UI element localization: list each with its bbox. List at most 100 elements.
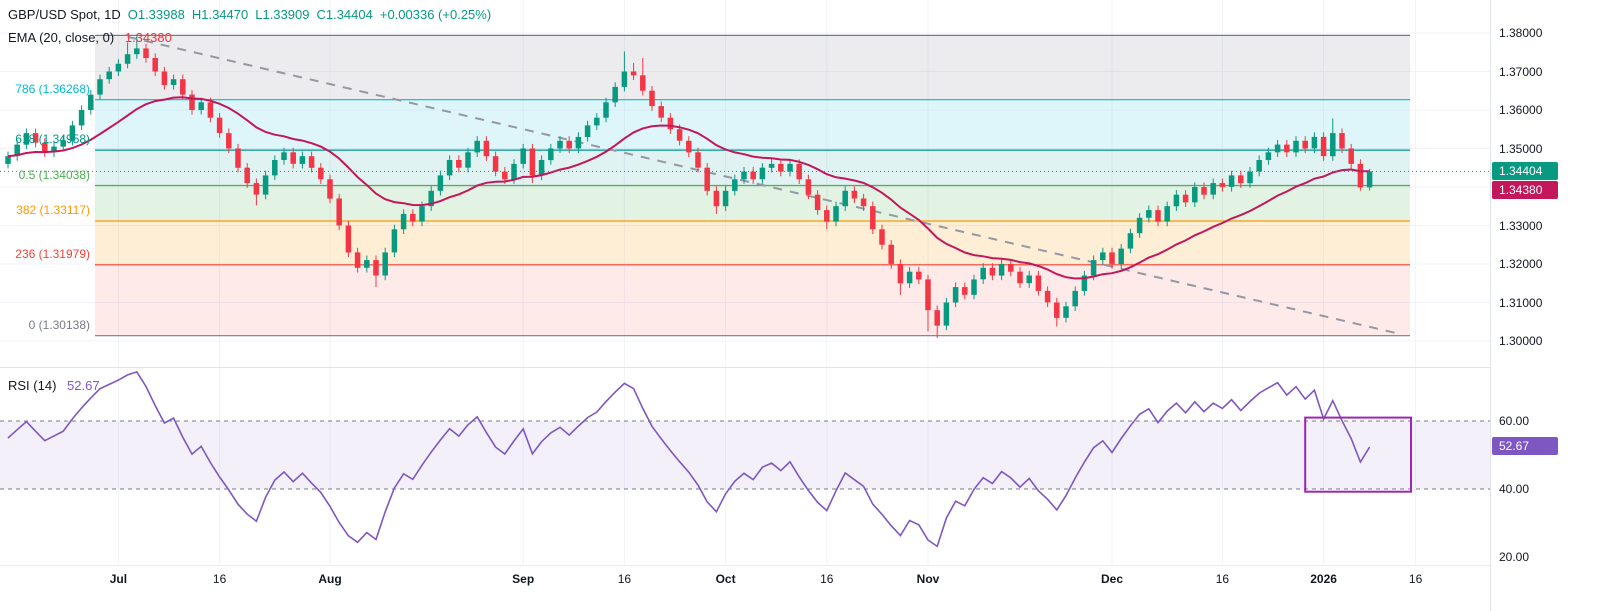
candle-body[interactable] xyxy=(97,79,103,95)
symbol-title[interactable]: GBP/USD Spot, 1D xyxy=(8,7,121,22)
candle-body[interactable] xyxy=(1017,271,1023,284)
candle-body[interactable] xyxy=(382,252,388,276)
candle-body[interactable] xyxy=(1274,144,1281,153)
candle-body[interactable] xyxy=(180,79,186,95)
candle-body[interactable] xyxy=(1210,183,1216,195)
candle-body[interactable] xyxy=(695,152,701,168)
candle-body[interactable] xyxy=(1054,302,1060,318)
candle-body[interactable] xyxy=(437,175,444,191)
candle-body[interactable] xyxy=(1173,194,1180,207)
candle-body[interactable] xyxy=(511,163,517,180)
candle-body[interactable] xyxy=(520,148,526,164)
candle-body[interactable] xyxy=(1090,260,1097,276)
candle-body[interactable] xyxy=(787,163,793,172)
candle-body[interactable] xyxy=(299,156,306,164)
candle-body[interactable] xyxy=(943,302,950,326)
ema-legend-label[interactable]: EMA (20, close, 0) xyxy=(8,30,115,45)
candle-body[interactable] xyxy=(1072,290,1078,307)
candle-body[interactable] xyxy=(768,163,775,168)
candle-body[interactable] xyxy=(1127,233,1134,249)
candle-body[interactable] xyxy=(419,206,425,222)
candle-body[interactable] xyxy=(971,279,977,295)
candle-body[interactable] xyxy=(207,102,214,118)
candle-body[interactable] xyxy=(529,148,536,176)
candle-body[interactable] xyxy=(161,71,168,86)
candle-body[interactable] xyxy=(1293,140,1299,153)
candle-body[interactable] xyxy=(1118,248,1124,264)
candle-body[interactable] xyxy=(640,75,646,91)
candle-body[interactable] xyxy=(170,79,177,85)
candle-body[interactable] xyxy=(216,117,223,134)
candle-body[interactable] xyxy=(704,167,710,191)
candle-body[interactable] xyxy=(5,156,11,164)
main-price-pane[interactable] xyxy=(0,0,1490,368)
candle-body[interactable] xyxy=(226,133,232,149)
candle-body[interactable] xyxy=(805,179,812,195)
candle-body[interactable] xyxy=(1008,264,1014,272)
candle-body[interactable] xyxy=(658,106,664,118)
candle-body[interactable] xyxy=(814,194,821,211)
candle-body[interactable] xyxy=(870,206,876,230)
candle-body[interactable] xyxy=(759,167,766,180)
candle-body[interactable] xyxy=(281,152,287,160)
candle-body[interactable] xyxy=(538,160,545,176)
rsi-pane[interactable] xyxy=(0,368,1490,565)
candle-body[interactable] xyxy=(1100,252,1106,261)
candle-body[interactable] xyxy=(686,140,692,153)
rsi-legend-label[interactable]: RSI (14) xyxy=(8,378,57,393)
candle-body[interactable] xyxy=(1265,152,1272,160)
candle-body[interactable] xyxy=(1238,175,1244,184)
candle-body[interactable] xyxy=(1201,187,1207,195)
candle-body[interactable] xyxy=(612,86,618,103)
candle-body[interactable] xyxy=(998,264,1005,276)
candle-body[interactable] xyxy=(621,71,628,87)
candle-body[interactable] xyxy=(198,102,204,110)
candle-body[interactable] xyxy=(1366,171,1373,188)
candle-body[interactable] xyxy=(1320,136,1327,157)
candle-body[interactable] xyxy=(916,271,922,280)
price-axis-scale[interactable]: 1.34404 1.34380 52.67 1.38000 1.37000 1.36… xyxy=(1490,0,1615,611)
candle-body[interactable] xyxy=(603,102,609,118)
candle-body[interactable] xyxy=(446,160,453,176)
candle-body[interactable] xyxy=(750,171,756,180)
candle-body[interactable] xyxy=(69,125,76,141)
candle-body[interactable] xyxy=(796,163,802,180)
candle-body[interactable] xyxy=(456,160,462,168)
candle-body[interactable] xyxy=(906,271,913,284)
candle-body[interactable] xyxy=(465,152,471,168)
trendline[interactable] xyxy=(127,35,1398,335)
candle-body[interactable] xyxy=(115,63,122,72)
candle-body[interactable] xyxy=(1155,210,1161,222)
candle-body[interactable] xyxy=(667,117,674,130)
ema-legend[interactable]: EMA (20, close, 0) 1.34380 xyxy=(8,30,172,45)
candle-body[interactable] xyxy=(1348,148,1354,164)
candle-body[interactable] xyxy=(1284,144,1290,153)
candle-body[interactable] xyxy=(879,229,885,245)
candle-body[interactable] xyxy=(741,171,747,180)
candle-body[interactable] xyxy=(860,198,867,207)
rsi-line[interactable] xyxy=(7,370,1371,548)
candle-body[interactable] xyxy=(630,71,637,76)
candle-body[interactable] xyxy=(1247,171,1253,184)
candle-body[interactable] xyxy=(354,252,361,268)
candle-body[interactable] xyxy=(336,198,342,226)
candle-body[interactable] xyxy=(364,260,370,268)
candle-body[interactable] xyxy=(1192,187,1198,203)
candle-body[interactable] xyxy=(51,146,57,153)
rsi-highlight-box[interactable] xyxy=(1304,416,1412,493)
candle-body[interactable] xyxy=(78,110,85,126)
candle-body[interactable] xyxy=(373,260,379,276)
candle-body[interactable] xyxy=(42,142,48,153)
candle-body[interactable] xyxy=(308,156,315,168)
candle-body[interactable] xyxy=(253,183,260,195)
candle-body[interactable] xyxy=(318,167,324,180)
candle-body[interactable] xyxy=(428,190,434,207)
candle-body[interactable] xyxy=(262,175,269,195)
candle-body[interactable] xyxy=(1219,183,1226,187)
candle-body[interactable] xyxy=(575,136,582,149)
candle-body[interactable] xyxy=(888,244,894,264)
candle-body[interactable] xyxy=(152,58,158,72)
candle-body[interactable] xyxy=(502,171,508,180)
candle-body[interactable] xyxy=(189,94,195,110)
candle-body[interactable] xyxy=(833,206,839,222)
